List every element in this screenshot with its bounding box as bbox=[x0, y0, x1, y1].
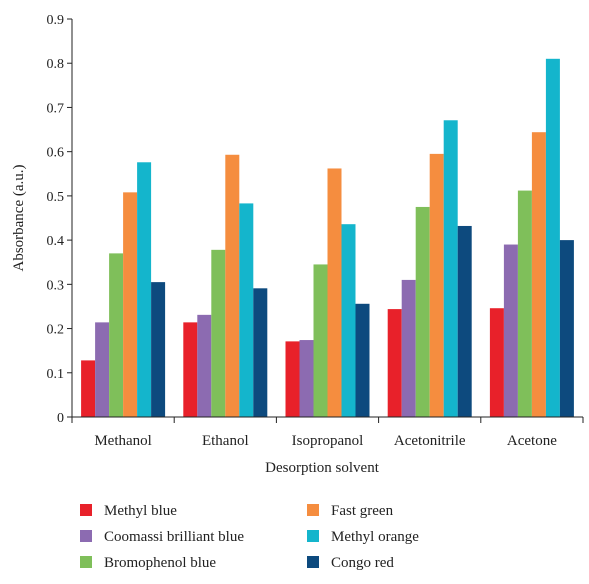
y-tick-label: 0.4 bbox=[47, 234, 65, 249]
y-tick-label: 0.5 bbox=[47, 190, 65, 205]
bar bbox=[355, 303, 370, 417]
bar bbox=[313, 264, 328, 417]
bar bbox=[327, 168, 342, 417]
bar bbox=[299, 340, 314, 417]
bar bbox=[253, 288, 268, 417]
bar bbox=[517, 190, 532, 417]
x-tick-label: Isopropanol bbox=[292, 433, 364, 449]
bar bbox=[81, 360, 96, 417]
bar bbox=[545, 58, 560, 418]
y-tick-label: 0.9 bbox=[47, 13, 65, 28]
legend-swatch bbox=[307, 556, 319, 568]
bar bbox=[559, 240, 574, 417]
legend: Methyl blue Coomassi brilliant blue Bromop… bbox=[80, 503, 419, 571]
bar bbox=[151, 282, 166, 417]
y-tick-label: 0 bbox=[57, 411, 64, 426]
x-axis-title: Desorption solvent bbox=[265, 460, 380, 476]
y-tick-label: 0.8 bbox=[47, 57, 65, 72]
bar bbox=[137, 162, 152, 417]
y-tick-label: 0.6 bbox=[47, 146, 65, 161]
bar bbox=[429, 153, 444, 417]
bar bbox=[503, 244, 518, 417]
bar bbox=[489, 308, 504, 417]
legend-label: Congo red bbox=[331, 555, 394, 571]
x-tick-label: Acetone bbox=[507, 433, 557, 449]
bar bbox=[109, 253, 124, 417]
legend-swatch bbox=[80, 504, 92, 516]
bar bbox=[225, 154, 240, 418]
legend-label: Coomassi brilliant blue bbox=[104, 529, 244, 545]
bar bbox=[457, 225, 472, 417]
bars-group bbox=[81, 58, 574, 418]
bar bbox=[239, 203, 254, 417]
legend-swatch bbox=[80, 556, 92, 568]
y-axis-title: Absorbance (a.u.) bbox=[11, 164, 27, 271]
bar bbox=[401, 279, 416, 417]
bar bbox=[211, 249, 226, 417]
bar bbox=[285, 341, 300, 417]
bar bbox=[197, 314, 212, 417]
legend-label: Bromophenol blue bbox=[104, 555, 216, 571]
legend-label: Fast green bbox=[331, 503, 394, 519]
legend-swatch bbox=[307, 504, 319, 516]
x-tick-label: Acetonitrile bbox=[394, 433, 466, 449]
legend-swatch bbox=[80, 530, 92, 542]
y-tick-label: 0.3 bbox=[47, 278, 65, 293]
y-tick-label: 0.1 bbox=[47, 367, 65, 382]
legend-label: Methyl blue bbox=[104, 503, 177, 519]
axes-group: 0 0.1 0.2 0.3 0.4 0.5 0.6 0.7 0.8 0.9 Methanol Etha… bbox=[47, 13, 584, 449]
x-tick-label: Methanol bbox=[94, 433, 152, 449]
bar bbox=[183, 322, 198, 417]
legend-swatch bbox=[307, 530, 319, 542]
bar bbox=[95, 322, 110, 417]
y-tick-label: 0.7 bbox=[47, 101, 65, 116]
legend-label: Methyl orange bbox=[331, 529, 419, 545]
bar bbox=[387, 309, 402, 417]
bar bbox=[341, 224, 356, 417]
bar bbox=[415, 206, 430, 417]
bar bbox=[531, 132, 546, 417]
x-tick-label: Ethanol bbox=[202, 433, 249, 449]
y-tick-label: 0.2 bbox=[47, 323, 65, 338]
bar bbox=[443, 120, 458, 417]
bar bbox=[123, 192, 138, 417]
